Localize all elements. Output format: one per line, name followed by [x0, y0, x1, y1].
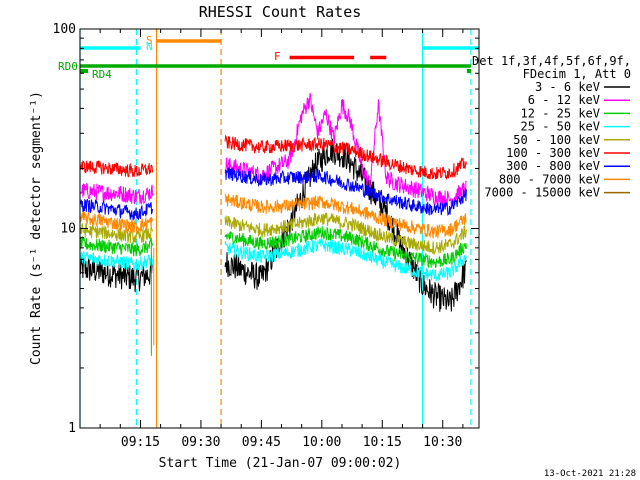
legend-label: 300 - 800 keV [506, 159, 600, 173]
x-tick-label: 10:30 [423, 435, 462, 450]
flag-label: F [274, 50, 281, 63]
series-line [79, 222, 153, 244]
legend-label: 50 - 100 keV [513, 133, 600, 147]
y-axis-label: Count Rate (s⁻¹ detector segment⁻¹) [29, 91, 44, 365]
flag-label: S [146, 34, 153, 47]
legend-label: 100 - 300 keV [506, 146, 600, 160]
legend-label: 800 - 7000 keV [499, 172, 600, 186]
series-line [224, 225, 467, 269]
x-tick-label: 10:15 [363, 435, 402, 450]
timestamp: 13-Oct-2021 21:28 [544, 469, 636, 479]
series-line [224, 138, 467, 312]
series-line [79, 182, 153, 206]
series-line [224, 167, 467, 217]
legend-label: 12 - 25 keV [521, 106, 600, 120]
legend-label: 7000 - 15000 keV [484, 186, 600, 200]
flag-label: RD4 [92, 68, 112, 81]
series-line [224, 193, 467, 239]
chart-title: RHESSI Count Rates [199, 3, 362, 21]
x-tick-label: 09:30 [181, 435, 220, 450]
series-line [224, 93, 467, 208]
flag-label: N [146, 40, 153, 53]
series-line [79, 197, 153, 221]
series-line [224, 238, 467, 282]
y-tick-label: 100 [53, 22, 76, 37]
x-tick-label: 09:15 [121, 435, 160, 450]
legend-header-line-2: FDecim 1, Att 0 [523, 67, 631, 81]
series-line [79, 250, 153, 272]
legend-header-line-1: Det 1f,3f,4f,5f,6f,9f, [472, 54, 631, 68]
flag-label: RD0 [58, 60, 78, 73]
series-line [79, 235, 153, 257]
axes: 1 10 100 09:15 09:30 09:45 10:00 10:15 10:30 [53, 22, 479, 450]
legend-label: 3 - 6 keV [535, 80, 600, 94]
x-tick-label: 09:45 [242, 435, 281, 450]
series-layer [79, 93, 467, 356]
x-tick-label: 10:00 [302, 435, 341, 450]
y-tick-label: 10 [60, 222, 76, 237]
legend-label: 6 - 12 keV [528, 93, 600, 107]
legend: Det 1f,3f,4f,5f,6f,9f, FDecim 1, Att 0 3… [472, 54, 631, 200]
x-axis-label: Start Time (21-Jan-07 09:00:02) [159, 456, 402, 471]
series-line [79, 254, 153, 293]
series-line [79, 211, 153, 234]
series-line [79, 160, 153, 178]
series-line [224, 134, 467, 180]
series-line [224, 212, 467, 255]
y-tick-label: 1 [68, 421, 76, 436]
flag-bars: SN F RD0 RD4 [58, 34, 479, 81]
legend-label: 25 - 50 keV [521, 120, 600, 134]
